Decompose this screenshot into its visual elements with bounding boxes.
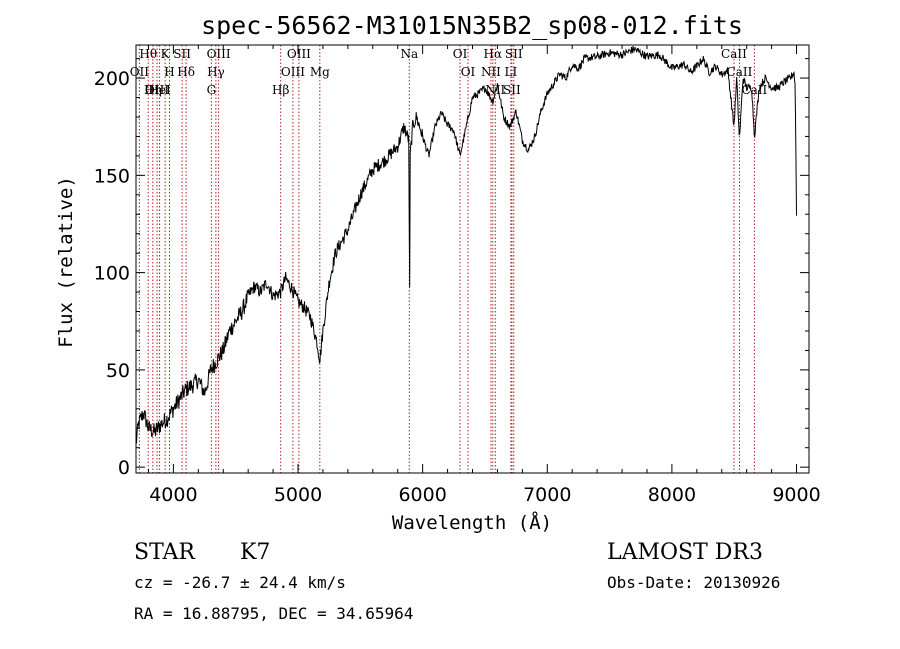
x-tick-label: 5000	[274, 484, 322, 506]
chart-title: spec-56562-M31015N35B2_sp08-012.fits	[201, 11, 743, 40]
emission-line-label: OI	[461, 65, 476, 79]
emission-line-label: K	[161, 47, 171, 61]
emission-line-label: H	[164, 65, 174, 79]
x-tick-label: 6000	[398, 484, 446, 506]
y-axis-label: Flux (relative)	[55, 176, 77, 348]
spectrum-line	[135, 46, 797, 444]
y-tick-label: 50	[106, 360, 130, 382]
emission-line-label: Hη	[144, 83, 162, 97]
emission-line-label: HeI	[148, 83, 171, 97]
emission-line-label: G	[207, 83, 217, 97]
emission-line-label: CaII	[727, 65, 753, 79]
emission-line-label: SII	[173, 47, 191, 61]
y-tick-label: 0	[118, 457, 130, 479]
y-axis-ticks: 0 50 100 150 200	[94, 58, 809, 479]
emission-line-label: Na	[400, 47, 418, 61]
x-tick-label: 8000	[648, 484, 696, 506]
emission-line-label: OI	[453, 47, 468, 61]
emission-line-label: Hα	[484, 47, 503, 61]
y-tick-label: 200	[94, 68, 130, 90]
y-tick-label: 150	[94, 165, 130, 187]
object-class: STAR	[134, 540, 196, 565]
emission-line-label: OIII	[287, 47, 311, 61]
emission-line-label: SII	[503, 83, 521, 97]
emission-line-label: Hβ	[272, 83, 289, 97]
emission-line-label: Hγ	[207, 65, 225, 79]
x-tick-label: 7000	[523, 484, 571, 506]
x-axis-ticks: 4000 5000 6000 7000 8000 9000	[147, 45, 821, 506]
observation-date: Obs-Date: 20130926	[607, 573, 780, 592]
plot-frame	[135, 44, 810, 474]
y-tick-label: 100	[94, 263, 130, 285]
emission-line-label: OIII	[207, 47, 231, 61]
redshift-cz: cz = -26.7 ± 24.4 km/s	[134, 573, 346, 592]
emission-line-label: OIII	[145, 83, 169, 97]
x-tick-label: 4000	[149, 484, 197, 506]
emission-line-label: Hδ	[177, 65, 195, 79]
emission-line-label: OIII	[281, 65, 305, 79]
emission-line-label: SII	[505, 47, 523, 61]
emission-line-label: NII	[481, 65, 501, 79]
emission-line-label: CaII	[721, 47, 747, 61]
object-subclass: K7	[240, 540, 270, 565]
emission-line-label: Hθ	[139, 47, 157, 61]
emission-line-markers	[138, 45, 755, 473]
survey-name: LAMOST DR3	[607, 540, 763, 565]
emission-line-label: OII	[130, 65, 150, 79]
emission-line-label: LI	[505, 65, 518, 79]
x-axis-label: Wavelength (Å)	[392, 511, 552, 534]
ra-dec: RA = 16.88795, DEC = 34.65964	[134, 604, 413, 623]
x-tick-label: 9000	[772, 484, 820, 506]
emission-line-label: Mg	[310, 65, 330, 79]
